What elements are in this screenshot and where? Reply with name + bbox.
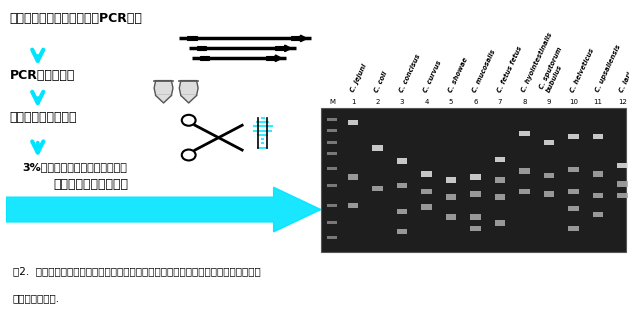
Bar (446, 215, 456, 220)
Text: C. lari: C. lari (619, 71, 629, 93)
Text: 1: 1 (351, 100, 355, 105)
Bar (544, 173, 554, 178)
Bar (397, 158, 407, 164)
Text: M: M (329, 100, 335, 105)
Bar (321, 108, 626, 252)
Bar (593, 212, 603, 217)
Text: 10: 10 (569, 100, 578, 105)
Text: C. sputorum
bubulus: C. sputorum bubulus (539, 46, 570, 93)
Bar (544, 192, 554, 197)
Text: C. hyointestinalis: C. hyointestinalis (521, 32, 554, 93)
Bar (328, 118, 337, 121)
Text: 9: 9 (547, 100, 552, 105)
Bar (328, 141, 337, 144)
Text: 4: 4 (425, 100, 429, 105)
Bar (421, 188, 431, 194)
Text: C. coli: C. coli (374, 70, 389, 93)
Bar (446, 177, 456, 183)
Bar (495, 177, 505, 183)
Bar (446, 194, 456, 200)
Bar (421, 171, 431, 177)
Bar (569, 226, 579, 232)
Polygon shape (6, 187, 321, 232)
Text: フラグメントパターン: フラグメントパターン (53, 178, 128, 191)
Text: 3%アガロースゲルでの電気泳動: 3%アガロースゲルでの電気泳動 (22, 162, 127, 172)
Bar (470, 215, 481, 220)
Bar (196, 46, 206, 50)
Bar (569, 206, 579, 211)
Bar (348, 120, 359, 125)
Bar (495, 157, 505, 162)
Bar (397, 183, 407, 188)
Bar (544, 140, 554, 145)
Text: 3: 3 (400, 100, 404, 105)
Bar (276, 46, 284, 50)
Text: C. concisus: C. concisus (398, 53, 421, 93)
Text: 5: 5 (449, 100, 454, 105)
Bar (569, 188, 579, 194)
Bar (291, 37, 301, 40)
Bar (328, 129, 337, 132)
Text: 8: 8 (522, 100, 527, 105)
Text: 制限酵素による消化: 制限酵素による消化 (9, 111, 77, 124)
Bar (593, 193, 603, 198)
Bar (470, 192, 481, 197)
Bar (348, 203, 359, 208)
Bar (495, 220, 505, 226)
Bar (618, 163, 628, 168)
Bar (618, 193, 628, 198)
Text: C. showae: C. showae (447, 56, 469, 93)
Text: 共通領域プライマーによるPCR増幅: 共通領域プライマーによるPCR増幅 (9, 12, 142, 25)
Polygon shape (156, 95, 171, 103)
Bar (618, 181, 628, 187)
Bar (470, 226, 481, 232)
Bar (348, 174, 359, 180)
Bar (328, 204, 337, 207)
Bar (328, 221, 337, 224)
Polygon shape (181, 95, 196, 103)
Bar (397, 209, 407, 214)
Bar (328, 153, 337, 155)
Bar (328, 167, 337, 170)
Bar (200, 56, 209, 60)
Bar (520, 188, 530, 194)
Bar (397, 229, 407, 234)
Bar (593, 171, 603, 177)
Bar (520, 168, 530, 174)
Text: C. mucosalis: C. mucosalis (472, 48, 497, 93)
Bar (372, 145, 383, 151)
Text: 12: 12 (618, 100, 627, 105)
Polygon shape (179, 81, 198, 95)
Bar (187, 37, 196, 40)
Bar (569, 167, 579, 172)
Text: 迅速同定が可能.: 迅速同定が可能. (13, 293, 60, 303)
Text: 6: 6 (474, 100, 478, 105)
Text: 7: 7 (498, 100, 503, 105)
Bar (569, 134, 579, 140)
Bar (328, 236, 337, 239)
Bar (372, 186, 383, 191)
Text: 2: 2 (376, 100, 380, 105)
Text: 図2.  特定の制限酵素を用いると種ごとのフラグメントパターンが異なることを発見、: 図2. 特定の制限酵素を用いると種ごとのフラグメントパターンが異なることを発見、 (13, 266, 260, 276)
Bar (520, 131, 530, 136)
Text: C. upsaliensis: C. upsaliensis (594, 44, 621, 93)
Text: C. fetus fetus: C. fetus fetus (496, 45, 523, 93)
Text: C. curvus: C. curvus (423, 59, 443, 93)
Bar (593, 134, 603, 140)
Text: 11: 11 (594, 100, 603, 105)
Bar (470, 174, 481, 180)
Text: C. helveticus: C. helveticus (570, 47, 596, 93)
Text: C. jejuni: C. jejuni (349, 63, 367, 93)
Bar (495, 194, 505, 200)
Bar (328, 184, 337, 187)
Text: PCR産物の精製: PCR産物の精製 (9, 69, 75, 82)
Bar (421, 204, 431, 210)
Polygon shape (154, 81, 173, 95)
Bar (266, 56, 276, 60)
